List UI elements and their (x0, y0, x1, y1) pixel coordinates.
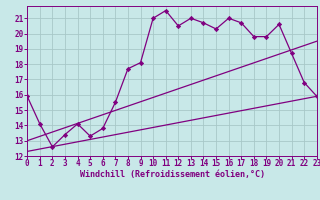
X-axis label: Windchill (Refroidissement éolien,°C): Windchill (Refroidissement éolien,°C) (79, 170, 265, 179)
